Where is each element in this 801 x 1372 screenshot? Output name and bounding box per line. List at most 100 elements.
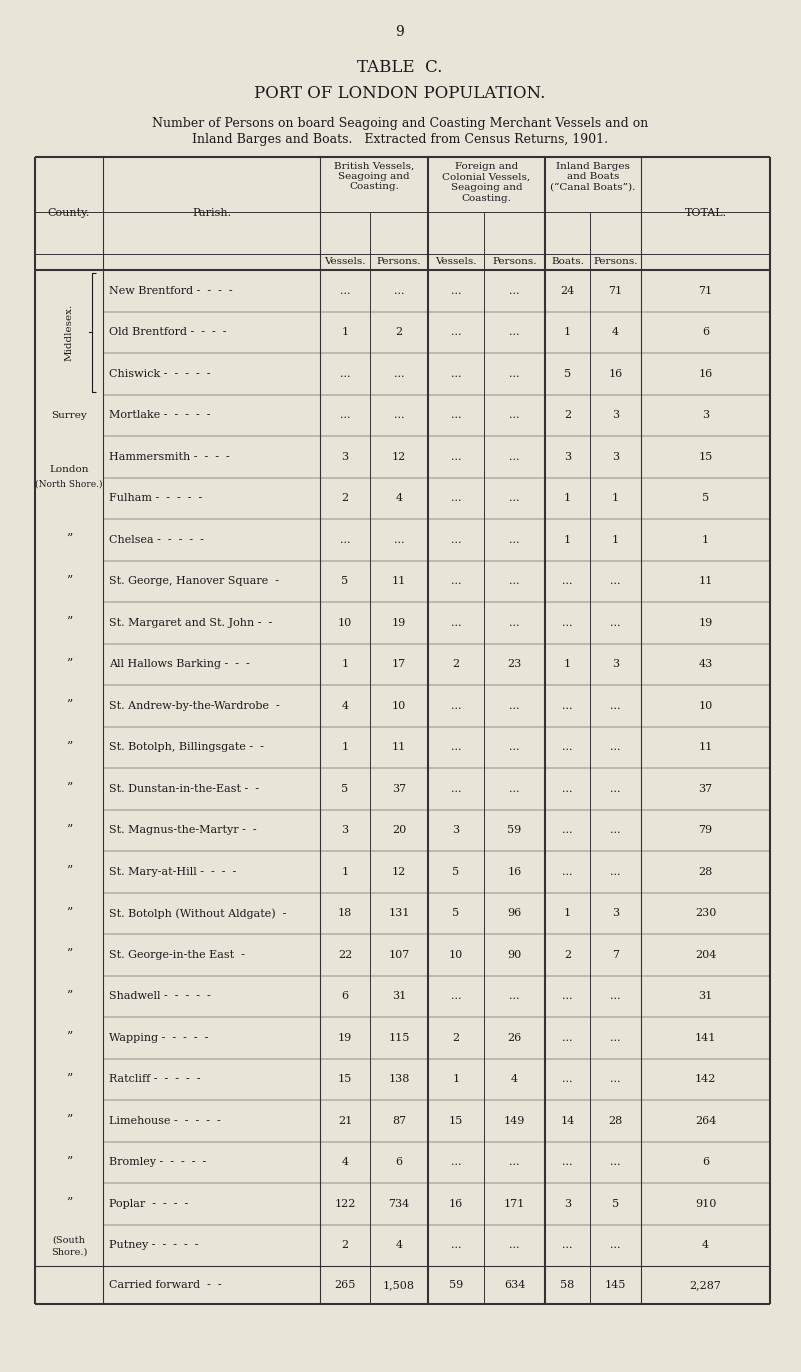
Text: St. Dunstan-in-the-East -  -: St. Dunstan-in-the-East - - (109, 783, 259, 794)
Text: 1: 1 (341, 660, 348, 670)
Text: 3: 3 (612, 908, 619, 918)
Text: ...: ... (562, 576, 573, 586)
Text: 59: 59 (449, 1280, 463, 1290)
Text: St. Botolph (Without Aldgate)  -: St. Botolph (Without Aldgate) - (109, 908, 287, 918)
Text: Surrey: Surrey (51, 410, 87, 420)
Text: 265: 265 (334, 1280, 356, 1290)
Text: 71: 71 (609, 285, 622, 296)
Text: ...: ... (562, 701, 573, 711)
Text: British Vessels,
Seagoing and
Coasting.: British Vessels, Seagoing and Coasting. (334, 162, 414, 192)
Text: 5: 5 (341, 576, 348, 586)
Text: ...: ... (451, 369, 461, 379)
Text: 5: 5 (564, 369, 571, 379)
Text: ...: ... (509, 494, 520, 504)
Text: 43: 43 (698, 660, 713, 670)
Text: ...: ... (451, 451, 461, 462)
Text: 2: 2 (396, 328, 403, 338)
Text: 5: 5 (453, 908, 460, 918)
Text: 149: 149 (504, 1115, 525, 1126)
Text: ...: ... (509, 576, 520, 586)
Text: ...: ... (451, 328, 461, 338)
Text: Old Brentford -  -  -  -: Old Brentford - - - - (109, 328, 227, 338)
Text: ...: ... (562, 991, 573, 1002)
Text: Inland Barges and Boats.   Extracted from Census Returns, 1901.: Inland Barges and Boats. Extracted from … (192, 133, 608, 147)
Text: 1: 1 (341, 328, 348, 338)
Text: 24: 24 (561, 285, 574, 296)
Text: ”: ” (66, 1155, 72, 1169)
Text: 15: 15 (338, 1074, 352, 1084)
Text: 10: 10 (698, 701, 713, 711)
Text: 1: 1 (341, 742, 348, 752)
Text: 204: 204 (694, 949, 716, 960)
Text: Inland Barges
and Boats
(“Canal Boats”).: Inland Barges and Boats (“Canal Boats”). (550, 162, 636, 192)
Text: 2: 2 (564, 410, 571, 420)
Text: 79: 79 (698, 825, 713, 836)
Text: 7: 7 (612, 949, 619, 960)
Text: St. Margaret and St. John -  -: St. Margaret and St. John - - (109, 617, 272, 628)
Text: All Hallows Barking -  -  -: All Hallows Barking - - - (109, 660, 250, 670)
Text: St. Andrew-by-the-Wardrobe  -: St. Andrew-by-the-Wardrobe - (109, 701, 280, 711)
Text: Vessels.: Vessels. (324, 258, 366, 266)
Text: 264: 264 (694, 1115, 716, 1126)
Text: County.: County. (48, 209, 91, 218)
Text: ”: ” (66, 989, 72, 1003)
Text: ”: ” (66, 948, 72, 962)
Text: Mortlake -  -  -  -  -: Mortlake - - - - - (109, 410, 211, 420)
Text: ...: ... (610, 1157, 621, 1168)
Text: ...: ... (610, 617, 621, 628)
Text: 2: 2 (341, 494, 348, 504)
Text: 96: 96 (507, 908, 521, 918)
Text: ...: ... (610, 825, 621, 836)
Text: 1: 1 (564, 908, 571, 918)
Text: 1: 1 (341, 867, 348, 877)
Text: ...: ... (562, 1074, 573, 1084)
Text: 1: 1 (702, 535, 709, 545)
Text: TOTAL.: TOTAL. (684, 209, 727, 218)
Text: 141: 141 (694, 1033, 716, 1043)
Text: Number of Persons on board Seagoing and Coasting Merchant Vessels and on: Number of Persons on board Seagoing and … (152, 118, 648, 130)
Text: 10: 10 (392, 701, 406, 711)
Text: Vessels.: Vessels. (435, 258, 477, 266)
Text: Chiswick -  -  -  -  -: Chiswick - - - - - (109, 369, 211, 379)
Text: ...: ... (509, 701, 520, 711)
Text: 1: 1 (564, 328, 571, 338)
Text: St. Magnus-the-Martyr -  -: St. Magnus-the-Martyr - - (109, 825, 256, 836)
Text: ...: ... (509, 451, 520, 462)
Text: ...: ... (509, 1157, 520, 1168)
Text: ...: ... (509, 1240, 520, 1250)
Text: Fulham -  -  -  -  -: Fulham - - - - - (109, 494, 202, 504)
Text: 16: 16 (609, 369, 622, 379)
Text: Parish.: Parish. (192, 209, 231, 218)
Text: ...: ... (509, 535, 520, 545)
Text: ...: ... (340, 410, 350, 420)
Text: 23: 23 (507, 660, 521, 670)
Text: ...: ... (562, 742, 573, 752)
Text: Middlesex.: Middlesex. (65, 303, 74, 361)
Text: 4: 4 (702, 1240, 709, 1250)
Text: 15: 15 (449, 1115, 463, 1126)
Text: 1: 1 (612, 494, 619, 504)
Text: 107: 107 (388, 949, 409, 960)
Text: 11: 11 (698, 576, 713, 586)
Text: 71: 71 (698, 285, 713, 296)
Text: ...: ... (451, 991, 461, 1002)
Text: (North Shore.): (North Shore.) (35, 480, 103, 488)
Text: 19: 19 (338, 1033, 352, 1043)
Text: 138: 138 (388, 1074, 409, 1084)
Text: ...: ... (509, 783, 520, 794)
Text: 634: 634 (504, 1280, 525, 1290)
Text: ”: ” (66, 866, 72, 878)
Text: 4: 4 (511, 1074, 518, 1084)
Text: ”: ” (66, 1198, 72, 1210)
Text: ...: ... (610, 783, 621, 794)
Text: ...: ... (562, 867, 573, 877)
Text: 1: 1 (453, 1074, 460, 1084)
Text: 2: 2 (453, 1033, 460, 1043)
Text: 20: 20 (392, 825, 406, 836)
Text: 1,508: 1,508 (383, 1280, 415, 1290)
Text: Putney -  -  -  -  -: Putney - - - - - (109, 1240, 199, 1250)
Text: ...: ... (451, 617, 461, 628)
Text: ...: ... (562, 825, 573, 836)
Text: 2: 2 (341, 1240, 348, 1250)
Text: 3: 3 (612, 410, 619, 420)
